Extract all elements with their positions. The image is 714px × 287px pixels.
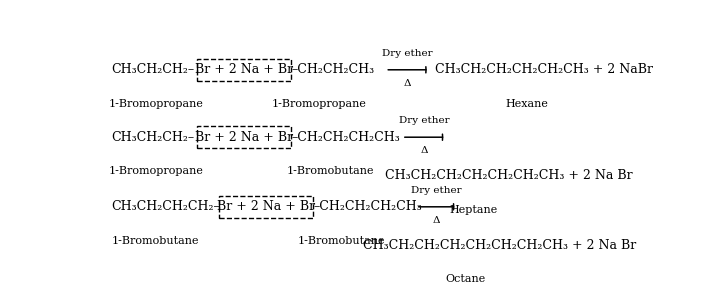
Text: Br + 2 Na + Br: Br + 2 Na + Br bbox=[217, 200, 316, 213]
Text: Octane: Octane bbox=[446, 274, 486, 284]
Text: Hexane: Hexane bbox=[505, 98, 548, 108]
Text: CH₃CH₂CH₂–: CH₃CH₂CH₂– bbox=[111, 63, 194, 76]
Bar bbox=[197, 59, 291, 81]
Text: Heptane: Heptane bbox=[450, 205, 498, 215]
Text: Δ: Δ bbox=[433, 216, 441, 225]
Text: Br + 2 Na + Br: Br + 2 Na + Br bbox=[195, 63, 293, 76]
Text: 1-Bromobutane: 1-Bromobutane bbox=[297, 236, 385, 246]
Text: Δ: Δ bbox=[421, 146, 428, 155]
Text: –CH₂CH₂CH₃: –CH₂CH₂CH₃ bbox=[291, 63, 374, 76]
Text: Δ: Δ bbox=[403, 79, 411, 88]
Text: 1-Bromopropane: 1-Bromopropane bbox=[271, 98, 366, 108]
Text: CH₃CH₂CH₂CH₂CH₂CH₂CH₃ + 2 Na Br: CH₃CH₂CH₂CH₂CH₂CH₂CH₃ + 2 Na Br bbox=[386, 169, 633, 182]
Text: Dry ether: Dry ether bbox=[382, 49, 433, 58]
Text: CH₃CH₂CH₂CH₂–: CH₃CH₂CH₂CH₂– bbox=[111, 200, 220, 213]
Text: 1-Bromopropane: 1-Bromopropane bbox=[109, 98, 203, 108]
Text: –CH₂CH₂CH₂CH₃: –CH₂CH₂CH₂CH₃ bbox=[313, 200, 422, 213]
Text: Dry ether: Dry ether bbox=[411, 186, 462, 195]
Bar bbox=[197, 126, 291, 148]
Text: CH₃CH₂CH₂CH₂CH₂CH₂CH₂CH₃ + 2 Na Br: CH₃CH₂CH₂CH₂CH₂CH₂CH₂CH₃ + 2 Na Br bbox=[363, 239, 636, 252]
Text: CH₃CH₂CH₂CH₂CH₂CH₃ + 2 NaBr: CH₃CH₂CH₂CH₂CH₂CH₃ + 2 NaBr bbox=[435, 63, 653, 76]
Text: 1-Bromobutane: 1-Bromobutane bbox=[286, 166, 373, 176]
Bar bbox=[219, 196, 313, 218]
Text: Dry ether: Dry ether bbox=[398, 116, 449, 125]
Text: 1-Bromopropane: 1-Bromopropane bbox=[109, 166, 203, 176]
Text: CH₃CH₂CH₂–: CH₃CH₂CH₂– bbox=[111, 131, 194, 144]
Text: 1-Bromobutane: 1-Bromobutane bbox=[112, 236, 199, 246]
Text: –CH₂CH₂CH₂CH₃: –CH₂CH₂CH₂CH₃ bbox=[291, 131, 400, 144]
Text: Br + 2 Na + Br: Br + 2 Na + Br bbox=[195, 131, 293, 144]
